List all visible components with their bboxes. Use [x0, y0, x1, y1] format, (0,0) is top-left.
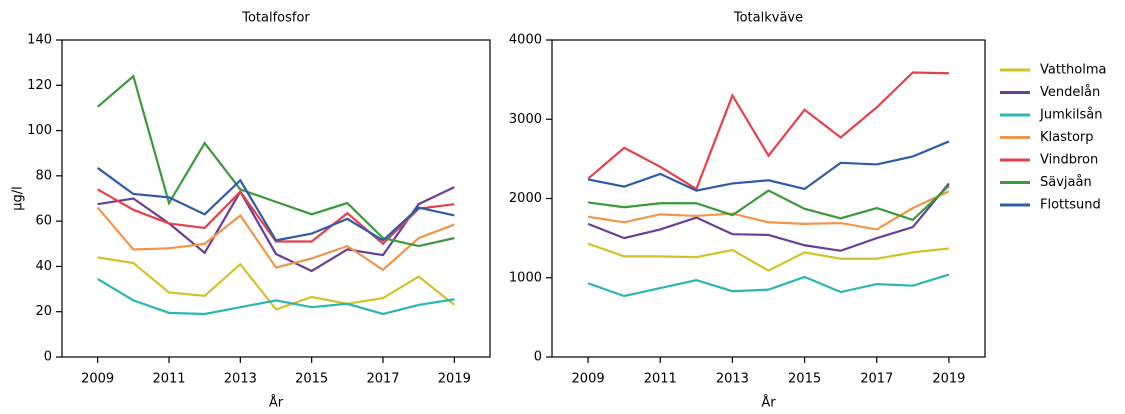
series-line: [587, 190, 950, 231]
chart-title: Totalkväve: [733, 11, 803, 26]
legend-label: Flottsund: [1040, 198, 1101, 213]
x-axis-label: År: [269, 395, 284, 411]
x-tick-label: 2019: [932, 372, 965, 387]
y-tick-label: 100: [27, 123, 52, 138]
y-tick-label: 3000: [509, 112, 542, 127]
chart-title: Totalfosfor: [241, 11, 310, 26]
x-tick-label: 2009: [81, 372, 114, 387]
series-line: [97, 186, 455, 273]
y-tick-label: 4000: [509, 33, 542, 48]
x-tick-label: 2015: [295, 372, 328, 387]
y-tick-label: 20: [35, 304, 52, 319]
y-tick-label: 0: [534, 350, 542, 365]
x-tick-label: 2017: [366, 372, 399, 387]
legend-label: Klastorp: [1040, 130, 1094, 145]
x-tick-label: 2013: [716, 372, 749, 387]
series-line: [587, 182, 950, 252]
legend-label: Vendelån: [1040, 85, 1100, 100]
series-line: [587, 140, 950, 192]
x-axis-label: År: [761, 395, 776, 411]
x-tick-label: 2009: [572, 372, 605, 387]
series-line: [587, 185, 950, 222]
series-line: [587, 71, 949, 191]
plot-frame: [61, 39, 491, 358]
y-tick-label: 60: [35, 214, 52, 229]
series-line: [587, 273, 950, 298]
x-tick-label: 2013: [224, 372, 257, 387]
legend-label: Sävjaån: [1040, 175, 1092, 190]
series-line: [97, 167, 455, 242]
plot-frame: [551, 39, 986, 358]
series-line: [97, 256, 456, 311]
legend-label: Vattholma: [1040, 63, 1106, 78]
y-tick-label: 40: [35, 259, 52, 274]
y-tick-label: 0: [44, 350, 52, 365]
x-tick-label: 2015: [788, 372, 821, 387]
y-axis-label: µg/l: [11, 186, 26, 211]
legend-label: Vindbron: [1040, 153, 1098, 168]
x-tick-label: 2011: [152, 372, 185, 387]
x-tick-label: 2017: [860, 372, 893, 387]
y-tick-label: 80: [35, 168, 52, 183]
y-tick-label: 1000: [509, 270, 542, 285]
y-tick-label: 120: [27, 78, 52, 93]
x-tick-label: 2011: [644, 372, 677, 387]
x-tick-label: 2019: [438, 372, 471, 387]
legend-label: Jumkilsån: [1039, 108, 1102, 123]
series-line: [96, 74, 455, 248]
series-line: [587, 242, 950, 272]
series-line: [97, 277, 455, 316]
y-tick-label: 140: [27, 33, 52, 48]
series-line: [96, 206, 455, 272]
y-tick-label: 2000: [509, 191, 542, 206]
series-line: [97, 188, 455, 246]
